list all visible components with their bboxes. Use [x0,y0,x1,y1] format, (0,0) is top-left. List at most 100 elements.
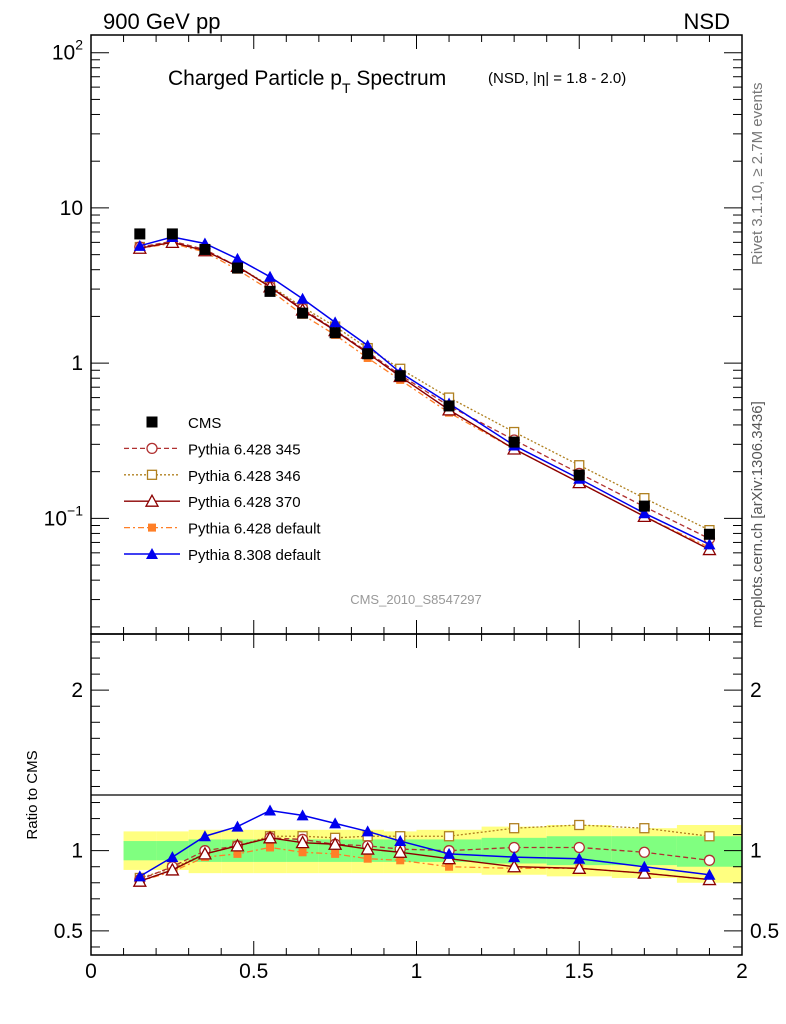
legend-marker [146,416,158,428]
point-cms [329,327,341,339]
y-tick-exp: 2 [75,37,83,53]
band-inner-segment [156,841,189,861]
ratio-point-p370 [637,865,652,879]
point-p8 [638,507,651,519]
process-label: NSD [684,9,730,34]
line-p346 [139,241,710,531]
legend-marker [146,469,158,480]
ratio-point-pdef [363,854,372,863]
point-p8 [329,316,342,328]
point-cms [199,243,211,255]
ratio-point-p8 [443,847,456,859]
ratio-line-p8 [139,809,710,878]
point-cms [231,262,243,274]
ratio-point-p370 [262,830,278,844]
ratio-y-tick-label-right: 1 [750,840,762,863]
ratio-series-group [132,804,717,887]
x-tick-label: 0 [85,960,97,983]
ratio-point-p8 [703,868,716,880]
point-p8 [264,270,277,282]
point-cms [297,307,309,319]
ratio-point-p8 [133,870,146,882]
ratio-point-pdef [331,849,340,858]
ratio-point-p8 [394,835,407,847]
legend-label: Pythia 6.428 default [188,521,321,538]
legend-marker [146,442,158,455]
ratio-series-p370 [132,830,717,887]
ratio-ylabel: Ratio to CMS [24,750,41,839]
y-tick-base: 10 [52,42,75,65]
ratio-point-p8 [573,852,586,864]
series-cms [134,228,715,540]
point-p8 [361,339,374,351]
ratio-point-p370 [328,836,343,850]
point-cms [362,348,374,360]
point-p8 [231,252,244,264]
point-cms [638,500,650,512]
ratio-point-p345 [638,846,650,858]
point-cms [264,285,276,297]
ratio-point-pdef [445,862,454,871]
y-tick-label: 1 [71,352,83,375]
main-frame [90,34,743,635]
y-tick-exp: −1 [67,502,83,518]
point-cms [703,528,715,540]
ratio-line-p370 [139,837,710,882]
point-p8 [296,292,309,304]
ratio-point-p370 [360,841,375,855]
y-tick-label: 10−1 [44,502,84,530]
ratio-point-p370 [197,846,213,860]
legend-marker [146,548,158,559]
analysis-watermark: CMS_2010_S8547297 [350,592,482,607]
legend-marker [148,523,156,532]
band-inner-segment [123,841,157,861]
legend-label: CMS [188,415,221,432]
energy-label: 900 GeV pp [103,9,220,34]
ratio-point-p370 [295,835,310,849]
x-tick-label: 1 [411,960,423,983]
ratio-point-pdef [233,849,242,858]
ratio-point-p8 [638,860,651,872]
ratio-series-p8 [133,804,716,882]
ratio-point-p8 [166,851,179,863]
x-tick-label: 2 [736,960,748,983]
x-tick-label: 1.5 [565,960,594,983]
point-cms [443,400,455,412]
ratio-y-tick-label: 2 [71,679,83,702]
series-p346 [134,237,715,536]
point-cms [134,228,146,240]
ratio-point-p8 [329,817,342,829]
ratio-panel: 0.5 0.51 12 20 0.5 1 1.5 2 Ratio to CMS [24,633,779,983]
legend-entry-p346: Pythia 6.428 346 [124,468,301,485]
ratio-point-p345 [573,841,585,854]
ratio-y-tick-label-right: 0.5 [750,920,779,943]
ratio-axis-ticks: 0.5 0.51 12 20 0.5 1 1.5 2 [54,634,779,983]
legend-entry-cms: CMS [146,415,221,432]
legend-marker [144,493,160,507]
ratio-point-p8 [264,804,277,816]
ratio-point-pdef [266,843,275,852]
y-tick-label: 10 [60,197,83,220]
ratio-y-tick-label-right: 2 [750,679,762,702]
legend-entry-pdef: Pythia 6.428 default [124,521,321,538]
ratio-point-p8 [361,825,374,837]
ratio-y-tick-label: 0.5 [54,920,83,943]
point-cms [394,370,406,382]
point-cms [573,469,585,481]
ratio-point-p8 [198,830,211,842]
ratio-point-p346 [574,819,585,831]
y-tick-label: 102 [52,37,83,65]
source-label: mcplots.cern.ch [arXiv:1306.3436] [749,401,766,628]
ratio-point-p370 [165,862,180,876]
point-cms [166,228,178,240]
chart-title: Charged Particle pT Spectrum [168,67,446,96]
ratio-point-p345 [703,854,716,866]
legend-label: Pythia 6.428 345 [188,441,301,458]
ratio-point-p370 [572,860,587,874]
ratio-point-p8 [296,809,309,821]
main-series-group [132,228,717,556]
ratio-point-p346 [639,823,650,834]
